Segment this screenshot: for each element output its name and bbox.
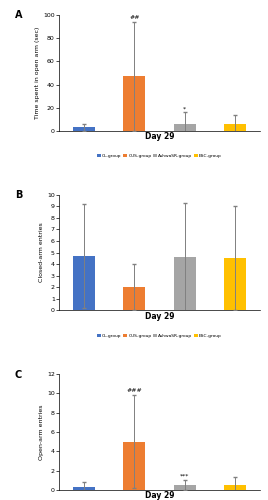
Y-axis label: Time spent in open arm (sec): Time spent in open arm (sec): [35, 26, 40, 119]
Bar: [123, 76, 145, 131]
X-axis label: Day 29: Day 29: [145, 132, 174, 141]
Bar: [174, 124, 196, 131]
Bar: [174, 257, 196, 310]
Text: A: A: [15, 10, 22, 20]
Bar: [224, 258, 246, 310]
Y-axis label: Open-arm entries: Open-arm entries: [39, 404, 44, 460]
Text: *: *: [183, 106, 186, 111]
Bar: [123, 442, 145, 490]
Text: ##: ##: [129, 14, 140, 20]
Bar: [224, 485, 246, 490]
Text: B: B: [15, 190, 22, 200]
Y-axis label: Closed-arm entries: Closed-arm entries: [39, 222, 44, 282]
Bar: [73, 487, 95, 490]
Legend: CL-group, CUS-group, AshwaSR-group, ESC-group: CL-group, CUS-group, AshwaSR-group, ESC-…: [97, 154, 222, 158]
Bar: [73, 256, 95, 310]
Bar: [174, 485, 196, 490]
Text: ***: ***: [180, 474, 189, 478]
X-axis label: Day 29: Day 29: [145, 312, 174, 321]
X-axis label: Day 29: Day 29: [145, 492, 174, 500]
Bar: [73, 128, 95, 131]
Bar: [123, 288, 145, 310]
Bar: [224, 124, 246, 131]
Text: ###: ###: [126, 388, 142, 394]
Legend: CL-group, CUS-group, AshwaSR-group, ESC-group: CL-group, CUS-group, AshwaSR-group, ESC-…: [97, 334, 222, 338]
Text: C: C: [15, 370, 22, 380]
